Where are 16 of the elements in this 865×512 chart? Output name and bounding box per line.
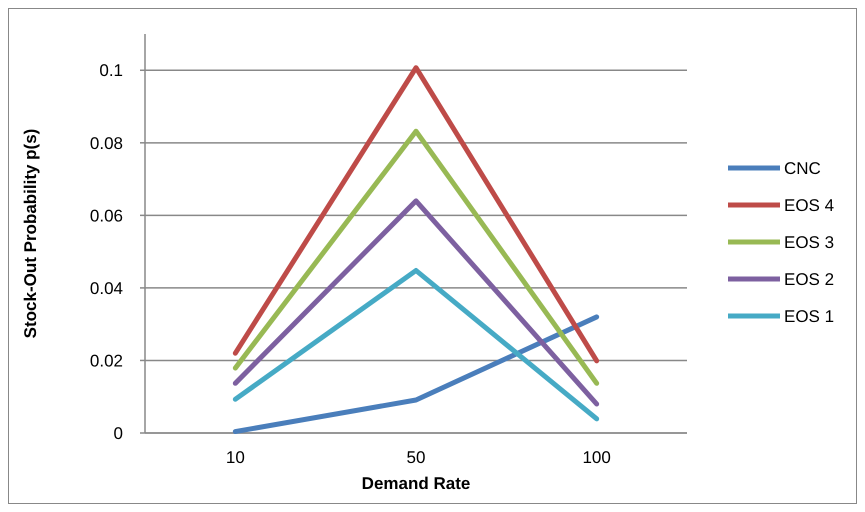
y-tick-label: 0.06 — [90, 206, 123, 226]
legend-label: EOS 1 — [784, 306, 834, 326]
legend-label: EOS 3 — [784, 232, 834, 252]
y-tick-label: 0.08 — [90, 134, 123, 153]
y-tick-label: 0.04 — [90, 278, 123, 298]
x-tick-label: 10 — [226, 448, 245, 467]
x-axis-title: Demand Rate — [362, 474, 470, 493]
x-tick-label: 100 — [582, 448, 611, 467]
y-tick-label: 0.02 — [90, 351, 123, 370]
legend-label: EOS 4 — [784, 196, 834, 215]
y-tick-label: 0 — [114, 424, 123, 443]
y-axis-title: Stock-Out Probability p(s) — [20, 128, 40, 338]
x-tick-label: 50 — [406, 448, 426, 467]
y-tick-label: 0.1 — [99, 61, 123, 80]
legend-label: EOS 2 — [784, 270, 834, 289]
legend-label: CNC — [784, 158, 821, 178]
